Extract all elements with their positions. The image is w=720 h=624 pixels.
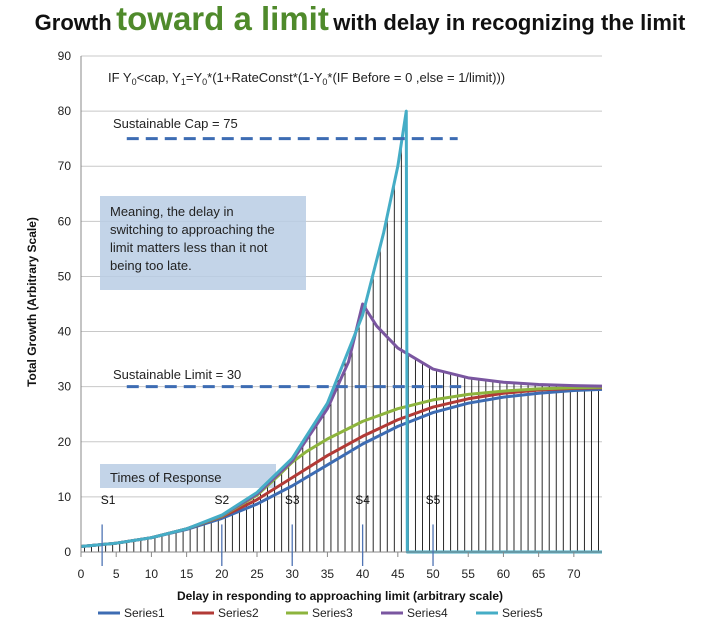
legend-label-3: Series3 <box>312 606 353 620</box>
formula-sub-d: 0 <box>322 77 327 87</box>
x-axis-label: Delay in responding to approaching limit… <box>177 589 503 603</box>
formula-part-a: IF Y <box>108 70 132 85</box>
annotation-layer: Meaning, the delay in switching to appro… <box>100 196 306 488</box>
formula-sub-c: 0 <box>202 77 207 87</box>
x-tick-label-50: 50 <box>426 567 440 581</box>
x-tick-label-5: 5 <box>113 567 120 581</box>
note-box <box>100 196 306 290</box>
note-line-1: Meaning, the delay in <box>110 204 234 219</box>
y-tick-label-70: 70 <box>58 159 72 173</box>
formula-part-c: =Y <box>186 70 203 85</box>
note-line-3: limit matters less than it not <box>110 240 268 255</box>
limit-label: Sustainable Limit = 30 <box>113 367 241 382</box>
x-tick-label-60: 60 <box>497 567 511 581</box>
series-line-4 <box>80 302 603 548</box>
title-part-toward-limit: toward a limit <box>116 0 329 37</box>
y-tick-label-0: 0 <box>64 545 71 559</box>
y-tick-label-50: 50 <box>58 269 72 283</box>
x-tick-label-45: 45 <box>391 567 405 581</box>
formula-text: IF Y0<cap, Y1=Y0*(1+RateConst*(1-Y0*(IF … <box>108 70 505 87</box>
formula-sub-a: 0 <box>132 77 137 87</box>
reference-lines <box>126 137 462 389</box>
y-tick-label-30: 30 <box>58 380 72 394</box>
response-marker-label-1: S1 <box>101 493 116 507</box>
y-tick-label-10: 10 <box>58 490 72 504</box>
title-part-delay: with delay in recognizing the limit <box>333 10 686 35</box>
formula-part-d: *(1+RateConst*(1-Y <box>207 70 323 85</box>
formula-sub-b: 1 <box>181 77 186 87</box>
formula-part-b: <cap, Y <box>137 70 182 85</box>
y-tick-label-20: 20 <box>58 435 72 449</box>
y-tick-label-60: 60 <box>58 214 72 228</box>
x-tick-label-20: 20 <box>215 567 229 581</box>
y-tick-label-80: 80 <box>58 104 72 118</box>
drop-lines <box>84 143 599 552</box>
x-tick-label-40: 40 <box>356 567 370 581</box>
response-marker-label-4: S4 <box>355 493 370 507</box>
times-of-response-box <box>100 464 276 488</box>
cap-label: Sustainable Cap = 75 <box>113 116 238 131</box>
legend-label-4: Series4 <box>407 606 448 620</box>
chart-title: Growth toward a limit with delay in reco… <box>0 0 720 48</box>
legend: Series1 Series2 Series3 Series4 Series5 <box>98 606 543 620</box>
formula-part-e: *(IF Before = 0 ,else = 1/limit))) <box>327 70 505 85</box>
x-tick-label-35: 35 <box>321 567 335 581</box>
response-marker-label-2: S2 <box>214 493 229 507</box>
legend-label-1: Series1 <box>124 606 165 620</box>
x-tick-label-0: 0 <box>78 567 85 581</box>
times-of-response-label: Times of Response <box>110 470 222 485</box>
x-tick-label-55: 55 <box>462 567 476 581</box>
title-part-growth: Growth <box>34 10 112 35</box>
x-tick-label-70: 70 <box>567 567 581 581</box>
note-line-4: being too late. <box>110 258 192 273</box>
x-tick-label-25: 25 <box>250 567 264 581</box>
x-tick-label-10: 10 <box>145 567 159 581</box>
response-marker-label-5: S5 <box>426 493 441 507</box>
chart-text: IF Y0<cap, Y1=Y0*(1+RateConst*(1-Y0*(IF … <box>25 70 505 603</box>
legend-label-2: Series2 <box>218 606 259 620</box>
x-tick-label-65: 65 <box>532 567 546 581</box>
response-markers: S1 S2 S3 S4 S5 <box>101 493 441 566</box>
legend-label-5: Series5 <box>502 606 543 620</box>
x-tick-label-15: 15 <box>180 567 194 581</box>
note-line-2: switching to approaching the <box>110 222 275 237</box>
response-marker-label-3: S3 <box>285 493 300 507</box>
y-tick-label-90: 90 <box>58 49 72 63</box>
y-axis-label: Total Growth (Arbitrary Scale) <box>25 217 39 387</box>
y-tick-label-40: 40 <box>58 325 72 339</box>
x-tick-label-30: 30 <box>286 567 300 581</box>
